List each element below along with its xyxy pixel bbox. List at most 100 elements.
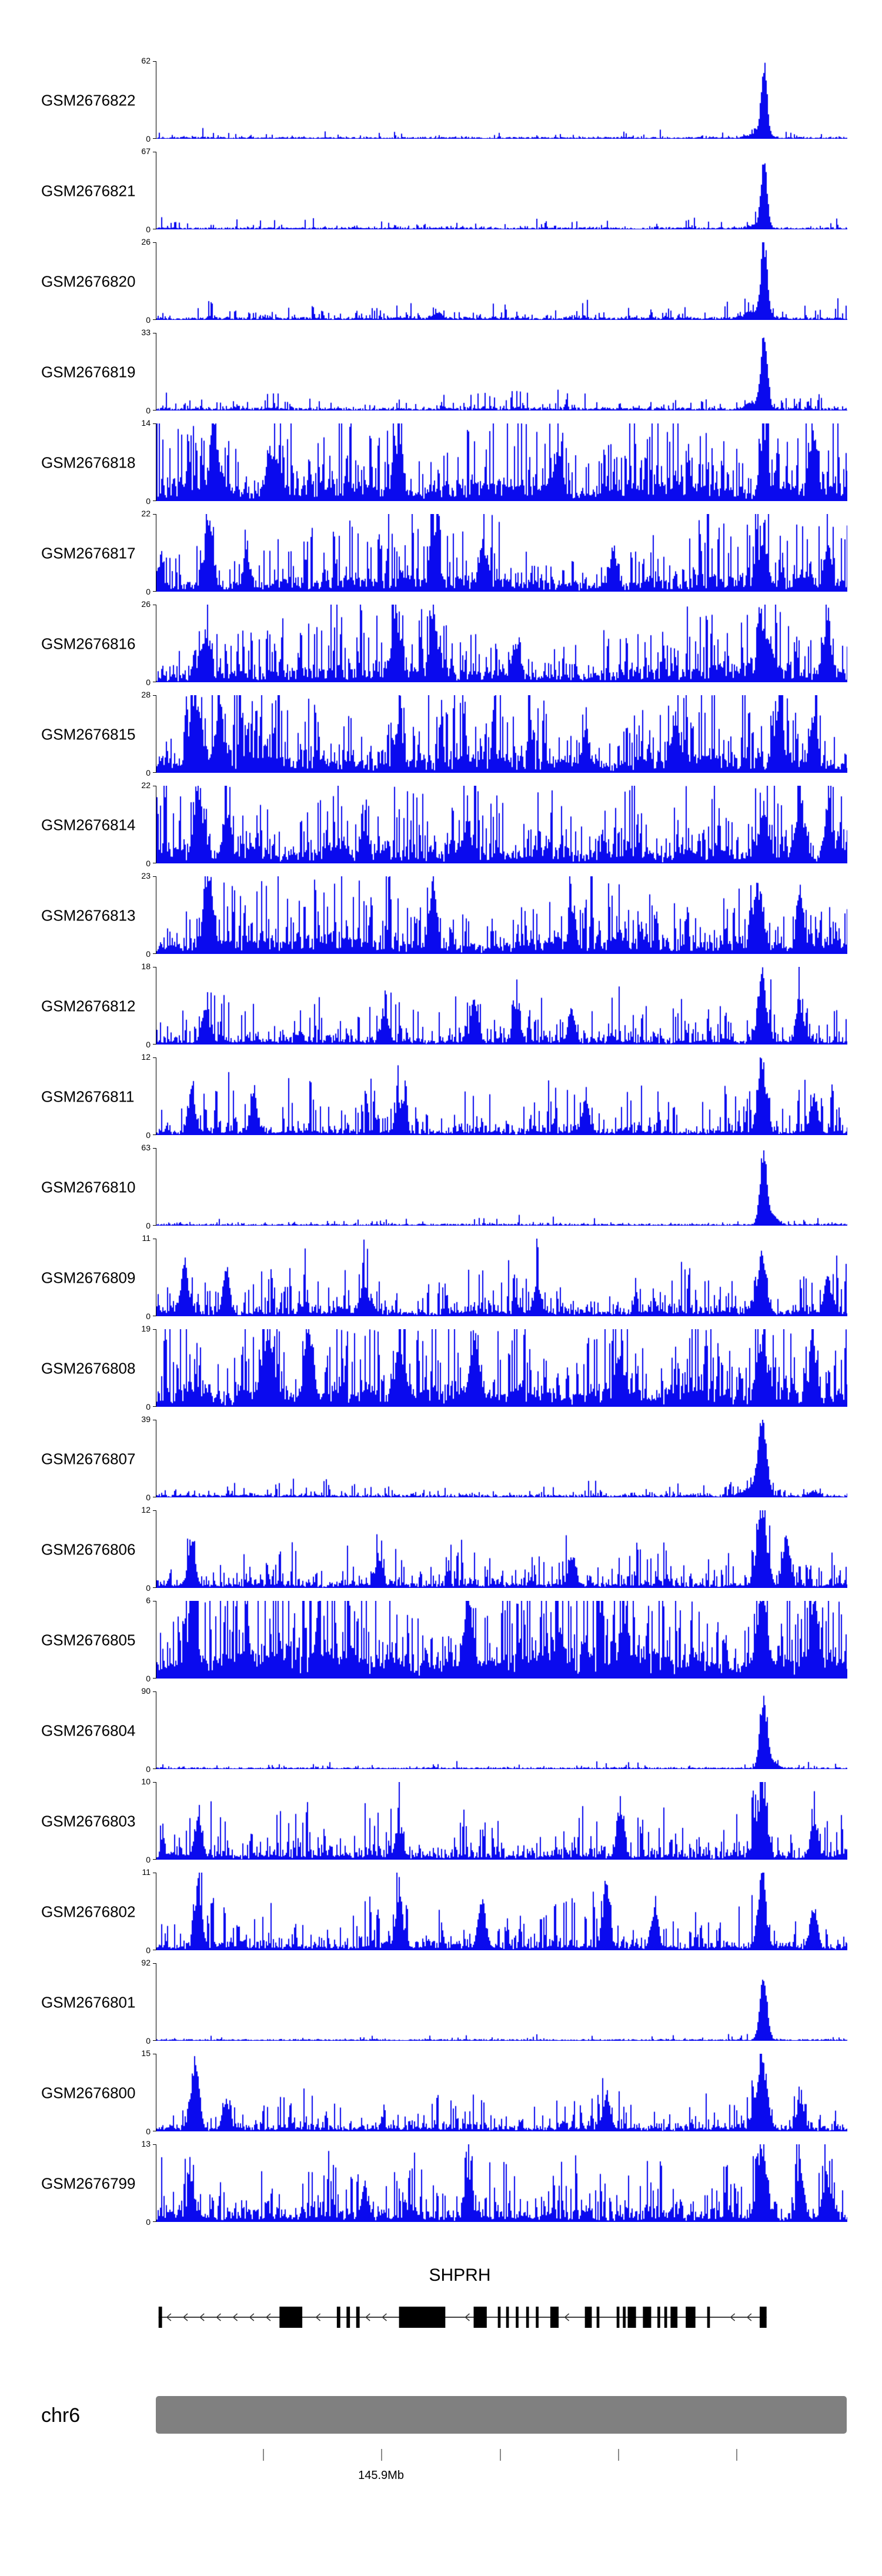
gene-exon (473, 2307, 487, 2328)
coverage-plot: 14 0 (141, 419, 847, 505)
yaxis-tick (153, 1148, 156, 1149)
track-sample-label: GSM2676811 (41, 1087, 135, 1106)
coverage-signal-canvas (156, 967, 847, 1045)
yaxis-max-label: 19 (141, 1324, 151, 1333)
track-sample-label: GSM2676805 (41, 1631, 136, 1649)
yaxis-zero-label: 0 (146, 315, 151, 325)
coverage-track-row: GSM2676814 22 0 (0, 780, 882, 870)
coverage-signal-canvas (156, 1057, 847, 1135)
yaxis-tick (153, 138, 156, 139)
yaxis-zero-label: 0 (146, 768, 151, 778)
yaxis-tick (153, 1329, 156, 1330)
yaxis-zero-label: 0 (146, 949, 151, 959)
coverage-plot: 11 0 (142, 1868, 847, 1954)
yaxis-tick (153, 423, 156, 424)
strand-arrow-icon (365, 2313, 370, 2321)
coverage-track-row: GSM2676801 92 0 (0, 1957, 882, 2048)
coverage-plot: 23 0 (141, 872, 847, 958)
yaxis-zero-label: 0 (146, 2036, 151, 2046)
yaxis-max-label: 67 (141, 146, 151, 156)
yaxis-max-label: 28 (141, 690, 151, 699)
coverage-signal-canvas (156, 1601, 847, 1679)
yaxis-tick (153, 591, 156, 592)
yaxis-max-label: 92 (141, 1958, 151, 1967)
yaxis-zero-label: 0 (146, 496, 151, 506)
strand-arrow-icon (746, 2313, 752, 2321)
track-sample-label: GSM2676816 (41, 635, 136, 653)
gene-exon (279, 2307, 303, 2328)
coverage-signal-canvas (156, 1691, 847, 1769)
coverage-track-row: GSM2676820 26 0 (0, 236, 882, 327)
track-sample-label: GSM2676815 (41, 725, 136, 743)
track-sample-label: GSM2676810 (41, 1178, 136, 1196)
coverage-track-row: GSM2676800 15 0 (0, 2048, 882, 2138)
yaxis-tick (153, 2040, 156, 2041)
coverage-signal-canvas (156, 2144, 847, 2222)
gene-exon (686, 2307, 696, 2328)
coverage-signal-canvas (156, 61, 847, 139)
coverage-track-row: GSM2676809 11 0 (0, 1233, 882, 1323)
coverage-plot: 15 0 (141, 2049, 847, 2135)
yaxis-tick (153, 1782, 156, 1783)
yaxis-zero-label: 0 (146, 134, 151, 144)
coverage-plot: 28 0 (141, 690, 847, 777)
yaxis-zero-label: 0 (146, 1855, 151, 1864)
yaxis-tick (153, 1510, 156, 1511)
gene-name-label: SHPRH (429, 2265, 491, 2285)
yaxis-tick (153, 514, 156, 515)
gene-exon (616, 2307, 620, 2328)
yaxis-max-label: 11 (142, 1233, 151, 1243)
coverage-signal-canvas (156, 333, 847, 411)
yaxis-tick (153, 2221, 156, 2222)
track-sample-label: GSM2676800 (41, 2084, 136, 2102)
gene-exon (526, 2307, 529, 2328)
coverage-plot: 33 0 (141, 328, 847, 415)
track-sample-label: GSM2676806 (41, 1540, 136, 1559)
genomic-axis-tick (618, 2449, 620, 2461)
coverage-signal-canvas (156, 876, 847, 954)
strand-arrow-icon (166, 2313, 172, 2321)
chromosome-label: chr6 (41, 2404, 81, 2427)
yaxis-max-label: 11 (142, 1867, 151, 1877)
gene-exon (707, 2307, 710, 2328)
yaxis-max-label: 6 (146, 1596, 151, 1605)
coverage-track-row: GSM2676806 12 0 (0, 1504, 882, 1595)
yaxis-tick (153, 61, 156, 62)
coverage-track-row: GSM2676807 39 0 (0, 1414, 882, 1504)
coverage-plot: 12 0 (141, 1053, 847, 1139)
yaxis-tick (153, 1859, 156, 1860)
coverage-plot: 10 0 (141, 1777, 847, 1864)
coverage-track-row: GSM2676802 11 0 (0, 1867, 882, 1957)
coverage-track-row: GSM2676810 63 0 (0, 1142, 882, 1233)
yaxis-zero-label: 0 (146, 1583, 151, 1593)
yaxis-tick (153, 876, 156, 877)
coverage-plot: 39 0 (141, 1415, 847, 1501)
genomic-axis-tick (736, 2449, 737, 2461)
gene-exon (584, 2307, 592, 2328)
gene-exon (596, 2307, 600, 2328)
coverage-plot: 26 0 (141, 600, 847, 686)
coverage-track-row: GSM2676812 18 0 (0, 961, 882, 1052)
coverage-signal-canvas (156, 1782, 847, 1860)
yaxis-max-label: 22 (141, 509, 151, 518)
coverage-signal-canvas (156, 695, 847, 773)
coverage-signal-canvas (156, 1148, 847, 1226)
coverage-track-row: GSM2676816 26 0 (0, 599, 882, 689)
coverage-signal-canvas (156, 423, 847, 501)
coverage-plot: 92 0 (141, 1958, 847, 2045)
track-sample-label: GSM2676822 (41, 91, 136, 109)
gene-model-track (158, 2307, 767, 2328)
gene-exon (759, 2307, 767, 2328)
coverage-track-row: GSM2676822 62 0 (0, 55, 882, 146)
yaxis-max-label: 18 (141, 962, 151, 971)
track-sample-label: GSM2676799 (41, 2174, 136, 2193)
yaxis-tick (153, 1044, 156, 1045)
yaxis-max-label: 14 (141, 418, 151, 428)
yaxis-max-label: 26 (141, 599, 151, 609)
yaxis-max-label: 22 (141, 780, 151, 790)
coverage-plot: 19 0 (141, 1324, 847, 1411)
strand-arrow-icon (216, 2313, 221, 2321)
coverage-signal-canvas (156, 1963, 847, 2041)
coverage-track-row: GSM2676821 67 0 (0, 146, 882, 236)
